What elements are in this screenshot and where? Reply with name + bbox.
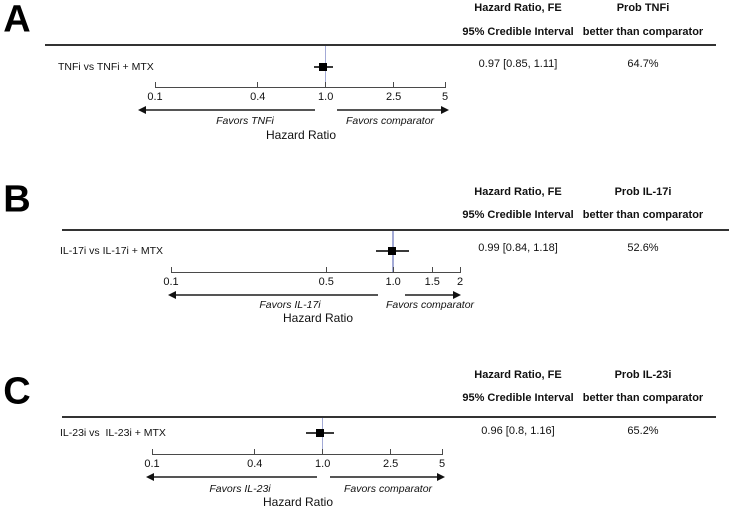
header-hazard-ratio-model: Hazard Ratio, FE: [474, 2, 562, 14]
axis-tick: [390, 449, 392, 454]
favors-left-arrow-line: [170, 294, 378, 296]
axis-tick: [444, 82, 446, 87]
axis-line: [152, 454, 443, 456]
probability-value: 65.2%: [627, 425, 659, 437]
axis-tick-label: 1.0: [315, 458, 331, 470]
axis-tick-label: 0.1: [147, 91, 163, 103]
header-prob-better-line2: better than comparator: [582, 392, 704, 404]
header-hazard-ratio-model: Hazard Ratio, FE: [474, 186, 562, 198]
comparison-label: TNFi vs TNFi + MTX: [58, 61, 154, 73]
axis-title: Hazard Ratio: [265, 128, 337, 142]
axis-tick: [151, 449, 153, 454]
header-hazard-ratio-model: Hazard Ratio, FE: [474, 369, 562, 381]
header-prob-better-line2: better than comparator: [582, 209, 704, 221]
axis-tick: [441, 449, 443, 454]
point-estimate-marker: [319, 63, 328, 71]
axis-tick-label: 0.1: [144, 458, 160, 470]
axis-tick-label: 1.0: [385, 276, 401, 288]
axis-tick: [154, 82, 156, 87]
favors-left-label: Favors TNFi: [216, 115, 274, 127]
estimate-value: 0.99 [0.84, 1.18]: [478, 242, 558, 254]
axis-tick-label: 2.5: [385, 91, 402, 103]
axis-title: Hazard Ratio: [262, 495, 334, 509]
header-prob-better-line2: better than comparator: [582, 26, 704, 38]
probability-value: 52.6%: [627, 242, 659, 254]
favors-right-label: Favors comparator: [345, 115, 435, 127]
header-rule: [62, 416, 716, 418]
favors-right-arrowhead: [441, 106, 449, 114]
comparison-label: IL-23i vs IL-23i + MTX: [60, 427, 166, 439]
axis-tick-label: 5: [441, 91, 449, 103]
comparison-label: IL-17i vs IL-17i + MTX: [60, 245, 163, 257]
header-prob-better-line1: Prob IL-17i: [614, 186, 672, 198]
axis-tick: [459, 267, 461, 272]
axis-tick: [170, 267, 172, 272]
estimate-value: 0.96 [0.8, 1.16]: [481, 425, 555, 437]
axis-tick: [392, 267, 394, 272]
axis-tick: [254, 449, 256, 454]
axis-tick-label: 0.5: [318, 276, 334, 288]
favors-right-arrowhead: [453, 291, 461, 299]
header-rule: [62, 229, 729, 231]
point-estimate-marker: [315, 429, 324, 437]
header-credible-interval: 95% Credible Interval: [462, 209, 574, 221]
axis-tick: [393, 82, 395, 87]
favors-left-arrowhead: [168, 291, 176, 299]
axis-tick: [325, 267, 327, 272]
point-estimate-marker: [388, 247, 397, 255]
axis-tick: [431, 267, 433, 272]
axis-tick-label: 2: [456, 276, 464, 288]
axis-tick: [257, 82, 259, 87]
axis-tick-label: 0.4: [247, 458, 263, 470]
axis-tick: [322, 449, 324, 454]
header-credible-interval: 95% Credible Interval: [462, 392, 574, 404]
favors-left-arrow-line: [148, 476, 317, 478]
probability-value: 64.7%: [627, 58, 659, 70]
header-rule: [45, 44, 716, 46]
axis-tick-label: 1.5: [424, 276, 440, 288]
axis-tick-label: 0.4: [250, 91, 266, 103]
favors-left-label: Favors IL-17i: [259, 299, 321, 311]
favors-right-label: Favors comparator: [343, 483, 433, 495]
axis-line: [171, 272, 461, 274]
axis-tick-label: 1.0: [318, 91, 334, 103]
panel-letter: A: [3, 0, 31, 41]
header-prob-better-line1: Prob IL-23i: [614, 369, 672, 381]
axis-title: Hazard Ratio: [282, 311, 354, 325]
favors-left-arrow-line: [140, 109, 315, 111]
favors-right-arrow-line: [337, 109, 447, 111]
axis-tick: [325, 82, 327, 87]
favors-left-label: Favors IL-23i: [209, 483, 271, 495]
axis-tick-label: 5: [438, 458, 446, 470]
header-credible-interval: 95% Credible Interval: [462, 26, 574, 38]
axis-tick-label: 2.5: [382, 458, 399, 470]
panel-letter: C: [3, 370, 31, 413]
favors-right-arrow-line: [330, 476, 443, 478]
favors-right-arrowhead: [437, 473, 445, 481]
axis-line: [155, 87, 446, 89]
favors-right-label: Favors comparator: [385, 299, 475, 311]
favors-left-arrowhead: [146, 473, 154, 481]
favors-right-arrow-line: [405, 294, 459, 296]
favors-left-arrowhead: [138, 106, 146, 114]
panel-letter: B: [3, 178, 31, 221]
axis-tick-label: 0.1: [163, 276, 179, 288]
header-prob-better-line1: Prob TNFi: [616, 2, 670, 14]
estimate-value: 0.97 [0.85, 1.11]: [478, 58, 558, 70]
